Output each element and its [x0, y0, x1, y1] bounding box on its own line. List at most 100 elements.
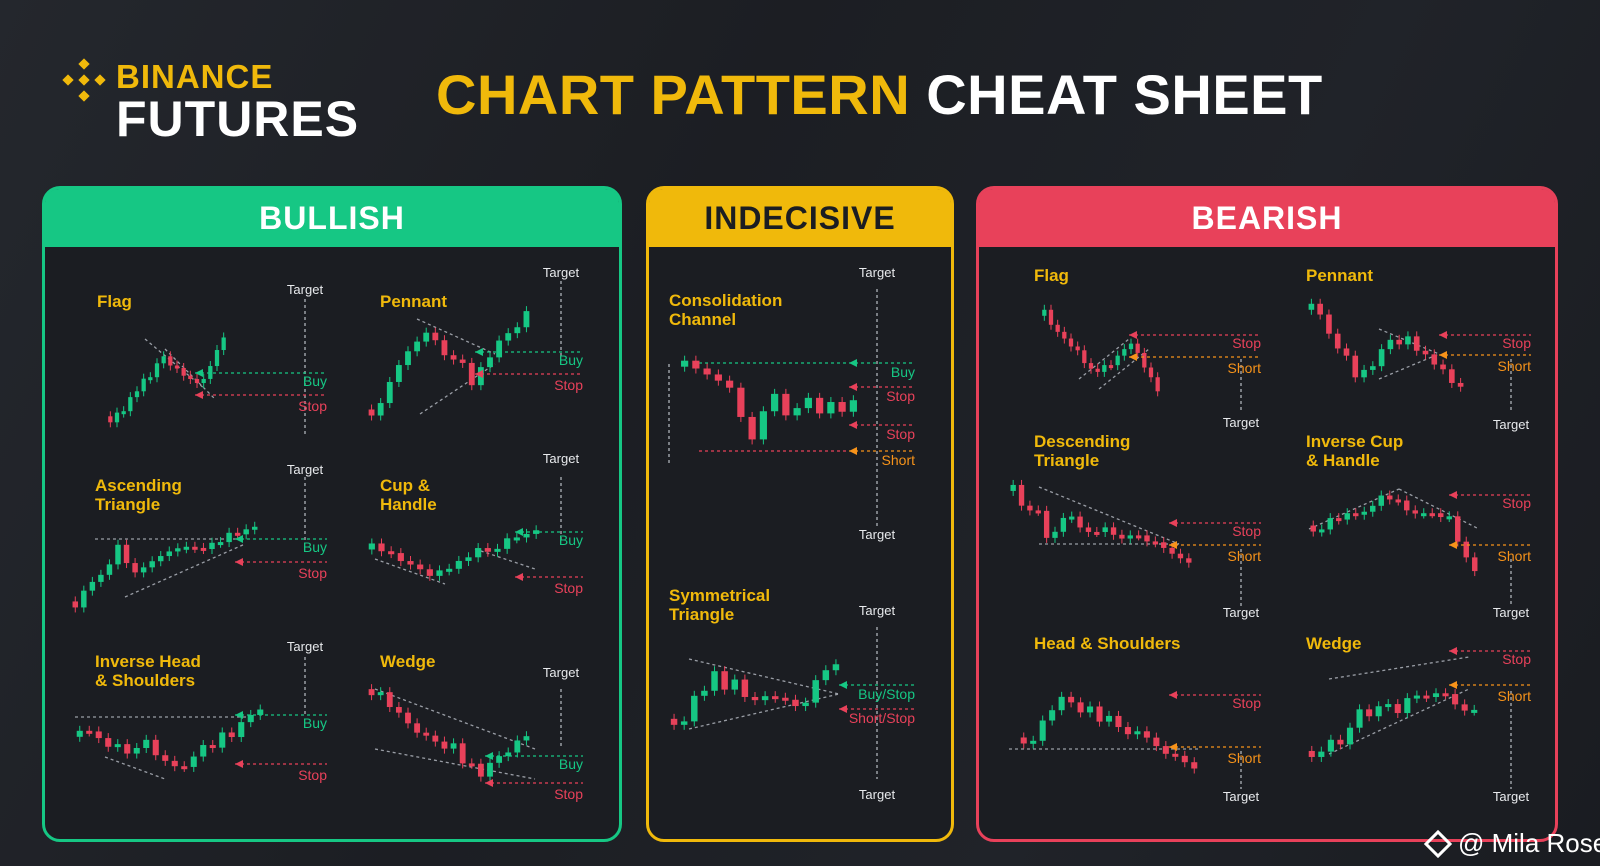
bullish-pattern-2-name: Ascending: [95, 476, 182, 495]
bullish-pattern-3-level-label: Buy: [559, 532, 583, 548]
bearish-pattern-3-candle: [1387, 495, 1393, 500]
indecisive-pattern-1-level-label: Short/Stop: [849, 710, 915, 726]
bearish-pattern-0-candle: [1075, 346, 1080, 351]
bearish-pattern-2-candle: [1035, 510, 1041, 514]
bullish-pattern-1-candle: [496, 340, 503, 358]
bearish-pattern-1-candle: [1361, 369, 1367, 378]
bullish-pattern-3-candle: [378, 543, 385, 552]
indecisive-pattern-1-level-target: Target: [859, 787, 896, 802]
bearish-pattern-4-candle: [1191, 762, 1198, 769]
bullish-pattern-4-candle: [181, 766, 188, 770]
bearish-pattern-3-candle: [1353, 513, 1359, 517]
indecisive-pattern-0-level-label: Stop: [886, 388, 915, 404]
indecisive-pattern-1-level-target: Target: [859, 603, 896, 618]
indecisive-pattern-0-candle: [748, 416, 756, 440]
bullish-pattern-2-candle: [98, 574, 104, 582]
indecisive-pattern-1-candle: [782, 697, 789, 701]
bearish-pattern-5-candle: [1471, 709, 1478, 713]
bearish-pattern-2-candle: [1052, 531, 1058, 538]
bullish-pattern-2-candle: [183, 546, 190, 550]
indecisive-pattern-1-candle: [802, 702, 809, 707]
bullish-pattern-2-candle: [209, 542, 215, 550]
bearish-pattern-5-level-target: Target: [1493, 789, 1530, 804]
bearish-pattern-3-candle: [1361, 511, 1367, 515]
bullish-pattern-4-candle: [228, 732, 235, 738]
bearish-pattern-4-candle: [1172, 753, 1179, 757]
bearish-pattern-2-level-label: Short: [1228, 548, 1262, 564]
bearish-pattern-4-candle: [1134, 731, 1141, 735]
bullish-pattern-1-boundary-line: [416, 318, 496, 355]
indecisive-pattern-0-level-arrow: [849, 447, 857, 455]
bullish-pattern-4-candle: [238, 722, 245, 738]
bearish-pattern-0-candle: [1088, 363, 1094, 369]
bullish-pattern-5-candle: [514, 740, 521, 753]
indecisive-pattern-1-candle: [721, 671, 728, 690]
bullish-pattern-0-candle: [214, 350, 220, 367]
bearish-pattern-4-candle: [1153, 737, 1160, 747]
bearish-pattern-0-level-label: Short: [1228, 360, 1262, 376]
bearish-pattern-3-name: Inverse Cup: [1306, 432, 1403, 451]
bearish-pattern-0-candle: [1095, 368, 1100, 372]
bullish-pattern-4-candle: [257, 709, 264, 715]
bearish-pattern-3-boundary-line: [1398, 488, 1480, 530]
bearish-pattern-5-candle: [1375, 706, 1382, 717]
bullish-pattern-2-level-target: Target: [287, 462, 324, 477]
bearish-pattern-5-level-label: Short: [1498, 688, 1532, 704]
bullish-pattern-5-candle: [459, 743, 466, 764]
bullish-pattern-5-name: Wedge: [380, 652, 435, 671]
bullish-pattern-2-candle: [123, 544, 130, 564]
bullish-pattern-3-level-arrow: [515, 573, 523, 581]
bearish-pattern-2-name: Triangle: [1034, 451, 1099, 470]
bearish-pattern-1-candle: [1457, 382, 1464, 387]
title-rest: CHEAT SHEET: [926, 63, 1323, 126]
bearish-pattern-2-candle: [1177, 553, 1184, 559]
indecisive-pattern-0-level-label: Stop: [886, 426, 915, 442]
bullish-pattern-0-candle: [174, 365, 180, 369]
bullish-pattern-2-boundary-line: [124, 543, 246, 598]
indecisive-pattern-1-name: Symmetrical: [669, 586, 770, 605]
bullish-pattern-3-boundary-line: [474, 548, 536, 570]
bearish-pattern-3-candle: [1327, 518, 1333, 530]
bullish-pattern-3-level-target: Target: [543, 451, 580, 466]
bullish-pattern-3-candle: [407, 561, 414, 565]
bearish-pattern-0-candle: [1048, 309, 1054, 325]
bullish-pattern-5-candle: [477, 763, 484, 777]
bearish-pattern-2-candle: [1186, 558, 1192, 563]
bearish-pattern-5-level-arrow: [1449, 681, 1457, 689]
bearish-pattern-2-candle: [1102, 527, 1108, 533]
bullish-pattern-5-candle: [441, 741, 448, 749]
bullish-pattern-1-level-label: Stop: [554, 377, 583, 393]
bullish-pattern-1-candle: [386, 381, 393, 404]
bearish-pattern-3-candle: [1455, 516, 1461, 542]
bullish-pattern-4-level-label: Buy: [303, 715, 327, 731]
header: BINANCE FUTURES CHART PATTERN CHEAT SHEE…: [0, 0, 1600, 170]
indecisive-pattern-1-level-arrow: [839, 705, 847, 713]
bearish-patterns: Flag Stop Short Target Pennant Stop Short Targe…: [1009, 266, 1532, 804]
indecisive-panel: INDECISIVE Consolidation Channel Target Buy…: [646, 186, 954, 842]
bearish-pattern-2-candle: [1152, 541, 1159, 545]
bearish-pattern-3-candle: [1421, 513, 1427, 517]
bullish-pattern-5-candle: [505, 752, 512, 757]
bullish-pattern-5-boundary-line: [374, 688, 536, 750]
bearish-pattern-2-level-arrow: [1169, 541, 1177, 549]
bearish-pattern-5-candle: [1385, 704, 1392, 708]
bearish-pattern-1-candle: [1308, 303, 1315, 310]
indecisive-pattern-0-level-target: Target: [859, 527, 896, 542]
bullish-pattern-3-candle: [436, 570, 443, 576]
bullish-pattern-1-candle: [414, 341, 421, 352]
bullish-pattern-5-level-arrow: [485, 752, 493, 760]
bullish-pattern-5-candle: [377, 692, 384, 696]
bearish-pattern-3-candle: [1336, 518, 1342, 522]
bearish-pattern-5-candle: [1356, 709, 1363, 728]
bullish-pattern-3-candle: [494, 548, 501, 552]
indecisive-pattern-1-candle: [832, 664, 840, 671]
bearish-pattern-3-candle: [1438, 513, 1444, 518]
bullish-pattern-1-candle: [450, 355, 457, 360]
bullish-pattern-2-candle: [192, 546, 198, 550]
bullish-pattern-2-candle: [251, 526, 258, 530]
bullish-pattern-2-name: Triangle: [95, 495, 160, 514]
bearish-pattern-3-level-arrow: [1449, 541, 1457, 549]
bearish-pattern-1-candle: [1352, 355, 1359, 378]
bearish-pattern-4-candle: [1096, 706, 1103, 722]
bullish-pattern-3-candle: [533, 530, 540, 534]
